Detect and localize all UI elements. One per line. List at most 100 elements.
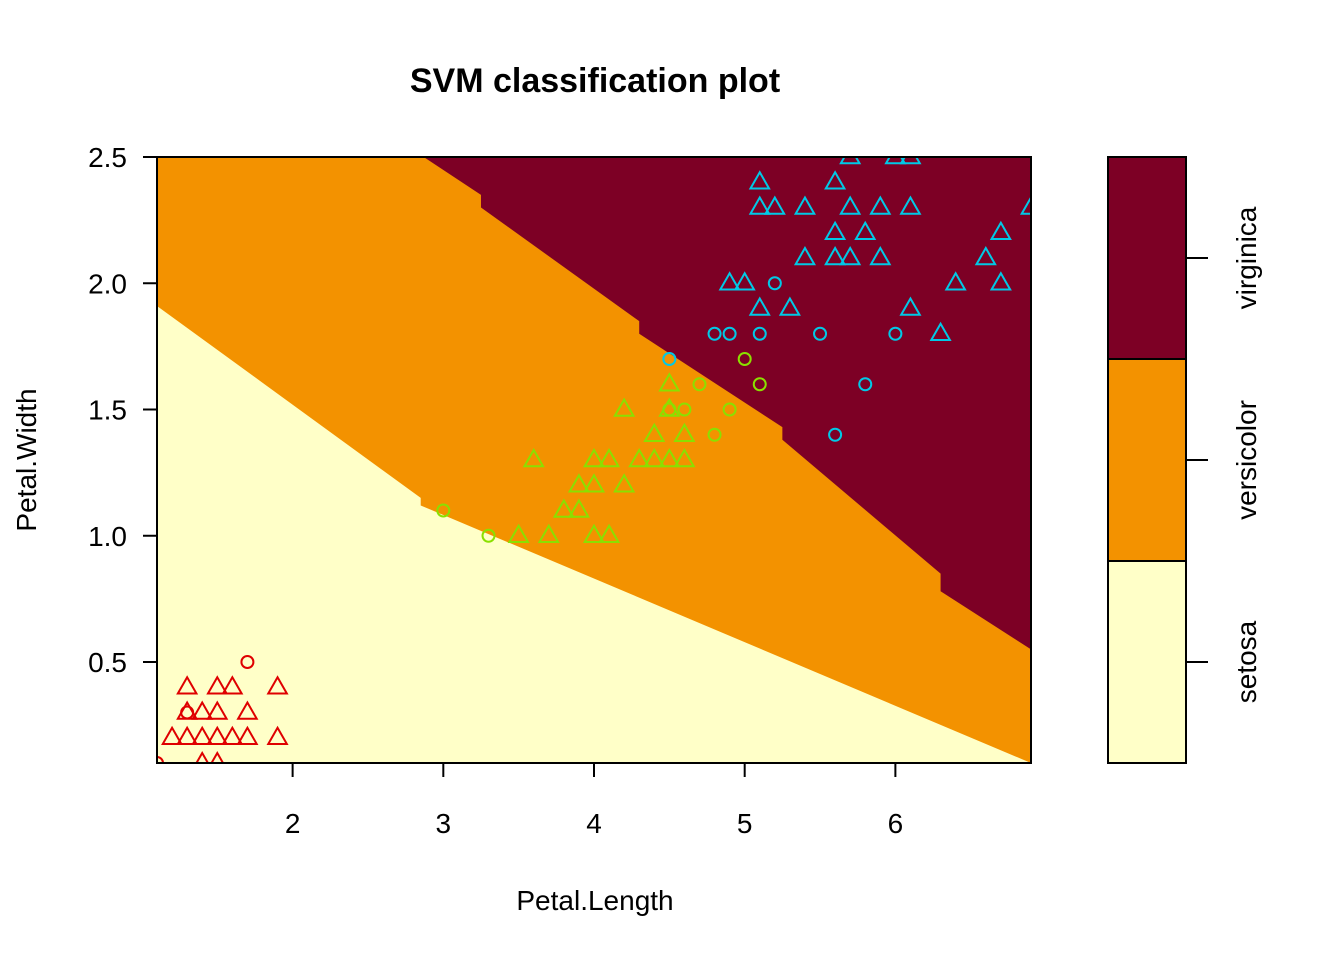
- versicolor-point: [552, 498, 575, 518]
- versicolor-point: [567, 498, 590, 518]
- virginica-point: [839, 157, 862, 165]
- legend-swatch-virginica: [1107, 156, 1187, 360]
- virginica-point: [944, 271, 967, 291]
- y-tick-label: 1.0: [88, 521, 127, 552]
- virginica-support-vector: [662, 352, 677, 366]
- virginica-support-vector: [813, 326, 828, 341]
- setosa-point: [161, 725, 184, 745]
- legend-swatch-setosa: [1107, 560, 1187, 764]
- versicolor-support-vector: [436, 503, 451, 518]
- versicolor-support-vector: [737, 352, 752, 366]
- virginica-support-vector: [888, 326, 903, 341]
- virginica-point: [884, 157, 907, 165]
- virginica-point: [974, 245, 997, 266]
- legend-label-setosa: setosa: [1231, 620, 1262, 703]
- x-tick-label: 2: [285, 808, 301, 839]
- y-tick-label: 1.5: [88, 395, 127, 426]
- legend-swatch-versicolor: [1107, 358, 1187, 562]
- x-tick-label: 4: [586, 808, 602, 839]
- setosa-point: [236, 725, 259, 745]
- versicolor-support-vector: [752, 377, 767, 392]
- virginica-point: [824, 220, 847, 240]
- versicolor-support-vector: [662, 402, 677, 417]
- versicolor-support-vector: [707, 427, 722, 442]
- virginica-point: [718, 271, 741, 291]
- data-markers: [157, 157, 1031, 763]
- y-tick-label: 2.5: [88, 142, 127, 173]
- region-virginica: [423, 157, 1031, 650]
- versicolor-point: [613, 473, 636, 493]
- virginica-point: [869, 195, 892, 215]
- setosa-point: [191, 700, 214, 720]
- virginica-support-vector: [707, 326, 722, 341]
- virginica-point: [733, 271, 756, 291]
- y-tick-label: 2.0: [88, 268, 127, 299]
- versicolor-point: [582, 447, 606, 468]
- virginica-support-vector: [722, 326, 737, 341]
- legend: setosa versicolor virginica: [1107, 156, 1262, 764]
- versicolor-point: [537, 523, 560, 543]
- virginica-point: [793, 195, 816, 215]
- setosa-support-vector: [180, 705, 195, 720]
- virginica-support-vector: [858, 377, 873, 392]
- virginica-support-vector: [828, 427, 843, 442]
- versicolor-support-vector: [481, 528, 496, 543]
- virginica-point: [854, 220, 877, 240]
- virginica-point: [929, 321, 952, 341]
- x-tick-label: 5: [737, 808, 753, 839]
- virginica-point: [793, 245, 816, 266]
- x-axis-label: Petal.Length: [516, 885, 673, 916]
- versicolor-point: [598, 523, 621, 543]
- y-axis: 0.5 1.0 1.5 2.0 2.5: [88, 142, 157, 678]
- versicolor-point: [673, 422, 696, 442]
- setosa-point: [191, 725, 214, 745]
- virginica-point: [899, 157, 922, 165]
- virginica-point: [989, 271, 1012, 291]
- virginica-point: [839, 245, 862, 266]
- setosa-point: [176, 675, 199, 695]
- legend-label-versicolor: versicolor: [1231, 400, 1262, 520]
- versicolor-point: [507, 523, 530, 543]
- versicolor-point: [582, 473, 606, 493]
- setosa-point: [210, 750, 225, 763]
- virginica-point: [778, 296, 801, 316]
- setosa-point: [236, 700, 259, 720]
- versicolor-point: [613, 397, 636, 417]
- y-axis-label: Petal.Width: [11, 388, 42, 531]
- x-tick-label: 6: [888, 808, 904, 839]
- versicolor-point: [628, 447, 651, 468]
- setosa-point: [206, 725, 229, 745]
- versicolor-point: [582, 523, 606, 543]
- x-axis: 2 3 4 5 6: [285, 763, 903, 839]
- versicolor-point: [673, 447, 696, 468]
- versicolor-point: [643, 447, 666, 468]
- versicolor-support-vector: [677, 402, 692, 417]
- virginica-point: [763, 195, 786, 215]
- setosa-point: [195, 750, 210, 763]
- setosa-point: [221, 675, 244, 695]
- plot-panel: [156, 156, 1032, 764]
- virginica-point: [869, 245, 892, 266]
- setosa-point: [266, 675, 289, 695]
- versicolor-point: [658, 372, 681, 392]
- versicolor-support-vector: [722, 402, 737, 417]
- versicolor-support-vector: [692, 377, 707, 392]
- virginica-point: [824, 245, 847, 266]
- versicolor-point: [598, 447, 621, 468]
- setosa-point: [266, 725, 289, 745]
- setosa-point: [176, 725, 199, 745]
- versicolor-point: [567, 473, 590, 493]
- legend-label-virginica: virginica: [1231, 206, 1262, 309]
- virginica-support-vector: [752, 326, 767, 341]
- setosa-point: [221, 725, 244, 745]
- setosa-support-vector: [240, 655, 255, 669]
- virginica-support-vector: [767, 276, 782, 291]
- virginica-point: [748, 195, 771, 215]
- setosa-point: [206, 675, 229, 695]
- versicolor-point: [522, 447, 545, 468]
- chart-title: SVM classification plot: [410, 62, 780, 100]
- versicolor-point: [658, 447, 681, 468]
- virginica-point: [989, 220, 1012, 240]
- virginica-point: [839, 195, 862, 215]
